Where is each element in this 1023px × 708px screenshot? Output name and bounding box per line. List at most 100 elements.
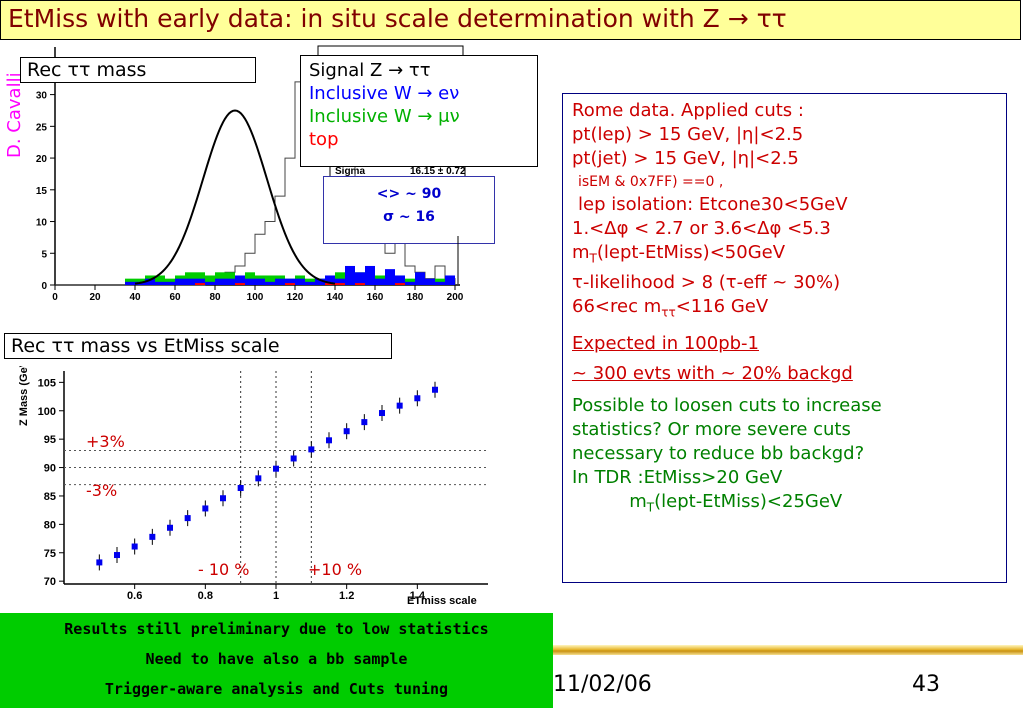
expected-line: Expected in 100pb-1 — [572, 333, 759, 355]
bkg-w-munu-bar — [225, 272, 235, 285]
legend-w-enu: Inclusive W → eν — [309, 83, 460, 104]
data-point — [343, 428, 350, 435]
x-tick-label: 0.8 — [198, 590, 213, 602]
sigma-stat: σ ~ 16 — [383, 209, 435, 225]
y-tick-label: 80 — [44, 519, 56, 531]
page-number: 43 — [912, 672, 940, 697]
legend-top: top — [309, 129, 339, 150]
bkg-w-enu-bar — [255, 278, 265, 285]
bkg-w-enu-bar — [445, 275, 455, 285]
gaussian-fit — [134, 109, 336, 285]
minus10-label: - 10 % — [198, 560, 250, 579]
y-tick-label: 15 — [36, 186, 48, 197]
data-point — [379, 410, 385, 417]
bkg-w-munu-bar — [195, 272, 205, 285]
data-point — [96, 559, 103, 566]
bkg-w-enu-bar — [265, 281, 275, 285]
bkg-w-enu-bar — [315, 278, 325, 285]
bkg-w-enu-bar — [185, 278, 195, 285]
cuts-line: τ-likelihood > 8 (τ-eff ~ 30%) — [572, 271, 841, 293]
bkg-top-bar — [195, 283, 205, 285]
slide-date: 11/02/06 — [553, 672, 652, 697]
bkg-w-enu-bar — [375, 278, 385, 285]
y-tick-label: 75 — [44, 548, 56, 560]
bkg-w-munu-bar — [155, 275, 165, 285]
bkg-w-enu-bar — [325, 275, 335, 285]
x-tick-label: 20 — [89, 292, 101, 302]
cuts-line: 66<rec mττ<116 GeV — [572, 295, 769, 320]
x-axis-label: ETmiss scale — [407, 595, 477, 607]
data-point — [237, 485, 244, 492]
data-point — [131, 543, 138, 550]
bkg-w-enu-bar — [175, 278, 185, 285]
mean-stat: <> ~ 90 — [376, 186, 442, 202]
summary-line: Results still preliminary due to low sta… — [64, 620, 489, 638]
bkg-top-bar — [325, 283, 335, 285]
histogram-bars — [55, 56, 456, 286]
bkg-w-enu-bar — [125, 281, 135, 285]
bkg-w-enu-bar — [275, 278, 285, 285]
x-tick-label: 200 — [447, 292, 464, 302]
note-line: In TDR :EtMiss>20 GeV — [572, 467, 783, 489]
cuts-line: pt(jet) > 15 GeV, |η|<2.5 — [572, 148, 799, 169]
x-tick-label: 80 — [209, 292, 221, 302]
bkg-w-enu-bar — [405, 281, 415, 285]
legend-w-munu: Inclusive W → μν — [309, 106, 460, 127]
bkg-w-enu-bar — [425, 278, 435, 285]
legend-box: Signal Z → ττ Inclusive W → eν Inclusive… — [300, 55, 538, 167]
x-tick-label: 60 — [169, 292, 181, 302]
x-tick-label: 120 — [287, 292, 304, 302]
bkg-w-enu-bar — [435, 281, 445, 285]
bkg-w-enu-bar — [355, 272, 365, 285]
data-point — [273, 465, 279, 472]
sigma-label: Sigma — [335, 166, 365, 177]
summary-box — [0, 613, 553, 708]
x-tick-label: 160 — [367, 292, 384, 302]
cuts-line: pt(lep) > 15 GeV, |η|<2.5 — [572, 124, 804, 145]
x-tick-label: 140 — [327, 292, 344, 302]
bottom-plot-label: Rec ττ mass vs EtMiss scale — [4, 333, 392, 359]
data-point — [308, 446, 315, 453]
note-line: mT(lept-EtMiss)<25GeV — [629, 491, 843, 515]
cuts-line: 1.<Δφ < 2.7 or 3.6<Δφ <5.3 — [572, 218, 831, 239]
y-tick-label: 25 — [36, 122, 48, 133]
bkg-w-enu-bar — [395, 275, 405, 285]
y-tick-label: 70 — [44, 576, 56, 588]
sigma-value: 16.15 ± 0.72 — [410, 166, 466, 177]
x-axis-ticks: 0 20 40 60 80 100 120 140 160 180 200 — [52, 285, 464, 302]
bkg-top-bar — [335, 283, 345, 285]
bkg-top-bar — [235, 283, 245, 285]
bkg-w-munu-bar — [185, 272, 195, 285]
bkg-w-enu-bar — [195, 278, 205, 285]
bkg-top-bar — [285, 283, 295, 285]
cuts-panel: Rome data. Applied cuts : pt(lep) > 15 G… — [562, 93, 1007, 583]
data-point — [255, 475, 262, 482]
top-plot-label: Rec ττ mass — [20, 57, 256, 83]
plus3-label: +3% — [86, 432, 125, 451]
note-line: necessary to reduce bb backgd? — [572, 443, 865, 465]
y-axis-label: Z Mass (GeV — [18, 366, 30, 426]
note-line: statistics? Or more severe cuts — [572, 419, 851, 441]
cuts-line: Rome data. Applied cuts : — [572, 100, 804, 121]
data-point — [290, 455, 297, 462]
data-point — [184, 515, 191, 522]
bkg-w-enu-bar — [155, 281, 165, 285]
data-point — [202, 505, 209, 512]
bkg-w-enu-bar — [305, 281, 315, 285]
slide-title: EtMiss with early data: in situ scale de… — [8, 4, 787, 33]
cuts-line: mT(lept-EtMiss)<50GeV — [572, 242, 786, 266]
y-tick-label: 10 — [36, 218, 48, 229]
data-point — [326, 437, 332, 444]
title-bar — [0, 0, 1021, 40]
bkg-w-munu-bar — [265, 275, 275, 285]
bkg-w-enu-bar — [205, 281, 215, 285]
bkg-w-enu-bar — [365, 265, 375, 285]
bkg-w-enu-bar — [345, 265, 355, 285]
bkg-w-enu-bar — [245, 278, 255, 285]
cuts-line: isEM & 0x7FF) ==0 , — [578, 174, 724, 190]
events-line: ~ 300 evts with ~ 20% backgd — [572, 363, 853, 385]
bkg-w-enu-bar — [295, 278, 305, 285]
data-point — [167, 524, 173, 531]
x-tick-label: 40 — [129, 292, 141, 302]
data-point — [220, 495, 226, 502]
